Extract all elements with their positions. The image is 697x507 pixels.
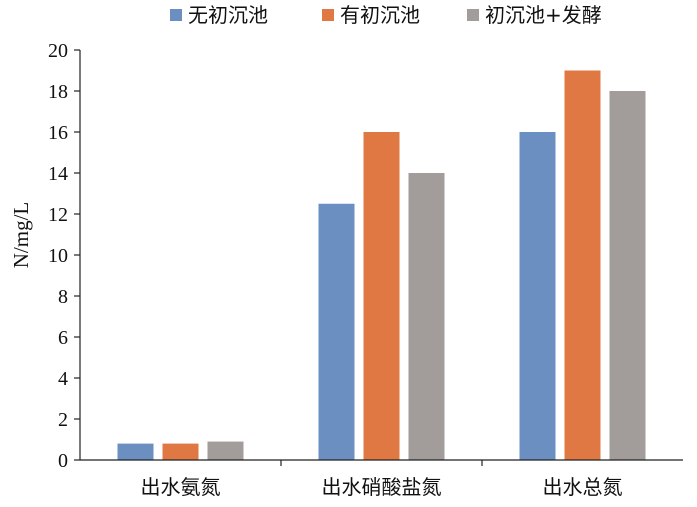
bars-group — [117, 70, 646, 460]
bar — [408, 173, 445, 460]
x-category-label: 出水总氮 — [543, 475, 623, 499]
y-tick-label: 10 — [48, 245, 68, 267]
x-category-label: 出水硝酸盐氮 — [322, 475, 442, 499]
bar — [162, 443, 199, 460]
chart-legend: 无初沉池 有初沉池 初沉池+发酵 — [170, 3, 602, 27]
legend-swatch — [322, 9, 334, 21]
y-tick-label: 16 — [48, 122, 68, 144]
bar — [318, 203, 355, 460]
bar — [207, 441, 244, 460]
axes — [79, 50, 683, 466]
legend-label: 初沉池+发酵 — [485, 3, 602, 27]
y-tick-label: 2 — [58, 409, 68, 431]
y-tick-label: 8 — [58, 286, 68, 308]
y-tick-label: 6 — [58, 327, 68, 349]
bar — [564, 70, 601, 460]
y-tick-label: 14 — [48, 163, 68, 185]
legend-label: 有初沉池 — [340, 3, 420, 27]
legend-swatch — [170, 9, 182, 21]
y-tick-label: 20 — [48, 40, 68, 62]
y-tick-label: 0 — [58, 450, 68, 472]
y-tick-label: 12 — [48, 204, 68, 226]
y-axis-ticks: 0 2 4 6 8 10 12 14 16 18 20 — [48, 40, 80, 472]
legend-label: 无初沉池 — [188, 3, 268, 27]
y-axis-title: N/mg/L — [9, 202, 33, 269]
y-tick-label: 4 — [58, 368, 68, 390]
legend-swatch — [467, 9, 479, 21]
bar — [363, 132, 400, 460]
bar — [117, 443, 154, 460]
x-category-label: 出水氨氮 — [141, 475, 221, 499]
bar — [519, 132, 556, 460]
bar — [609, 91, 646, 460]
x-axis-labels: 出水氨氮 出水硝酸盐氮 出水总氮 — [141, 475, 623, 499]
y-tick-label: 18 — [48, 81, 68, 103]
